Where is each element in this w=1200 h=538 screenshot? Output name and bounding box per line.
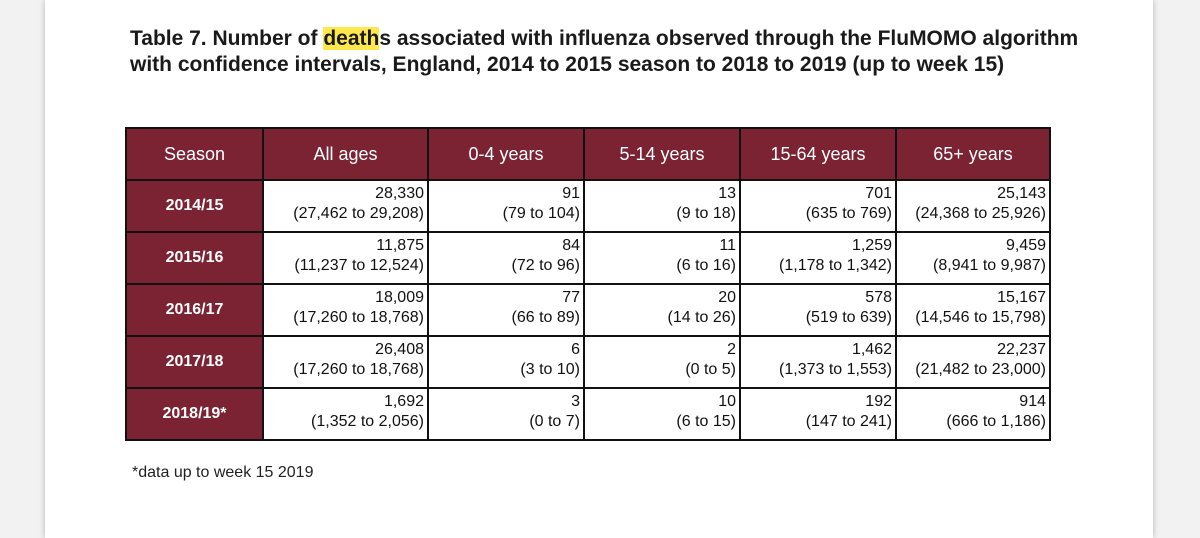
- table-cell: 701 (635 to 769): [739, 179, 897, 233]
- confidence-interval: (147 to 241): [805, 413, 892, 430]
- death-count: 1,259: [851, 237, 892, 254]
- table-row: 2017/18 26,408 (17,260 to 18,768) 6 (3 to 10…: [125, 335, 1051, 389]
- confidence-interval: (72 to 96): [511, 257, 580, 274]
- footnote: *data up to week 15 2019: [132, 464, 314, 481]
- death-count: 84: [562, 237, 580, 254]
- table-cell: 26,408 (17,260 to 18,768): [262, 335, 429, 389]
- death-count: 10: [718, 393, 736, 410]
- death-count: 20: [718, 289, 736, 306]
- table-cell: 13 (9 to 18): [583, 179, 741, 233]
- death-count: 701: [865, 185, 892, 202]
- table-cell: 3 (0 to 7): [427, 387, 585, 441]
- table-cell: 6 (3 to 10): [427, 335, 585, 389]
- season-label: 2018/19*: [125, 387, 264, 441]
- table-row: 2014/15 28,330 (27,462 to 29,208) 91 (79 to …: [125, 179, 1051, 233]
- deaths-table: Season All ages 0-4 years 5-14 years 15-…: [125, 127, 1051, 441]
- table-cell: 9,459 (8,941 to 9,987): [895, 231, 1051, 285]
- header-all-ages: All ages: [262, 127, 429, 181]
- confidence-interval: (14 to 26): [667, 309, 736, 326]
- death-count: 11: [719, 237, 736, 254]
- season-label: 2017/18: [125, 335, 264, 389]
- table-cell: 25,143 (24,368 to 25,926): [895, 179, 1051, 233]
- confidence-interval: (0 to 7): [529, 413, 580, 430]
- death-count: 3: [571, 393, 580, 410]
- confidence-interval: (519 to 639): [805, 309, 892, 326]
- header-15-64-years: 15-64 years: [739, 127, 897, 181]
- table-cell: 914 (666 to 1,186): [895, 387, 1051, 441]
- death-count: 11,875: [376, 237, 424, 254]
- confidence-interval: (24,368 to 25,926): [915, 205, 1046, 222]
- death-count: 192: [865, 393, 892, 410]
- confidence-interval: (14,546 to 15,798): [915, 309, 1046, 326]
- confidence-interval: (9 to 18): [676, 205, 736, 222]
- confidence-interval: (17,260 to 18,768): [293, 309, 424, 326]
- death-count: 1,692: [383, 393, 424, 410]
- death-count: 91: [562, 185, 580, 202]
- death-count: 1,462: [851, 341, 892, 358]
- confidence-interval: (8,941 to 9,987): [933, 257, 1046, 274]
- season-label: 2015/16: [125, 231, 264, 285]
- confidence-interval: (79 to 104): [502, 205, 580, 222]
- confidence-interval: (6 to 15): [676, 413, 736, 430]
- confidence-interval: (1,352 to 2,056): [311, 413, 424, 430]
- death-count: 15,167: [997, 289, 1046, 306]
- death-count: 18,009: [375, 289, 424, 306]
- confidence-interval: (27,462 to 29,208): [293, 205, 424, 222]
- table-cell: 11,875 (11,237 to 12,524): [262, 231, 429, 285]
- confidence-interval: (3 to 10): [520, 361, 580, 378]
- confidence-interval: (0 to 5): [685, 361, 736, 378]
- death-count: 9,459: [1005, 237, 1046, 254]
- season-label: 2014/15: [125, 179, 264, 233]
- death-count: 6: [571, 341, 580, 358]
- header-row: Season All ages 0-4 years 5-14 years 15-…: [125, 127, 1051, 181]
- confidence-interval: (6 to 16): [676, 257, 736, 274]
- table-cell: 20 (14 to 26): [583, 283, 741, 337]
- table-row: 2015/16 11,875 (11,237 to 12,524) 84 (72 to …: [125, 231, 1051, 285]
- confidence-interval: (21,482 to 23,000): [915, 361, 1046, 378]
- confidence-interval: (666 to 1,186): [946, 413, 1046, 430]
- header-season: Season: [125, 127, 264, 181]
- confidence-interval: (17,260 to 18,768): [293, 361, 424, 378]
- table-row: 2016/17 18,009 (17,260 to 18,768) 77 (66 to …: [125, 283, 1051, 337]
- table-cell: 192 (147 to 241): [739, 387, 897, 441]
- table-cell: 77 (66 to 89): [427, 283, 585, 337]
- table-cell: 2 (0 to 5): [583, 335, 741, 389]
- season-label: 2016/17: [125, 283, 264, 337]
- death-count: 26,408: [375, 341, 424, 358]
- table-cell: 11 (6 to 16): [583, 231, 741, 285]
- table-cell: 22,237 (21,482 to 23,000): [895, 335, 1051, 389]
- title-prefix: Table 7. Number of: [130, 27, 324, 50]
- title-highlight: death: [323, 27, 380, 50]
- table-cell: 1,692 (1,352 to 2,056): [262, 387, 429, 441]
- confidence-interval: (1,373 to 1,553): [779, 361, 892, 378]
- confidence-interval: (66 to 89): [511, 309, 580, 326]
- death-count: 13: [718, 185, 736, 202]
- death-count: 2: [727, 341, 736, 358]
- table-cell: 1,462 (1,373 to 1,553): [739, 335, 897, 389]
- death-count: 22,237: [997, 341, 1046, 358]
- header-5-14-years: 5-14 years: [583, 127, 741, 181]
- table-cell: 578 (519 to 639): [739, 283, 897, 337]
- death-count: 914: [1019, 393, 1046, 410]
- death-count: 25,143: [997, 185, 1046, 202]
- title-suffix: s associated with influenza observed thr…: [130, 27, 1079, 76]
- table-cell: 10 (6 to 15): [583, 387, 741, 441]
- table-cell: 15,167 (14,546 to 15,798): [895, 283, 1051, 337]
- document-page: Table 7. Number of deaths associated wit…: [45, 0, 1153, 538]
- confidence-interval: (11,237 to 12,524): [294, 257, 424, 274]
- death-count: 28,330: [375, 185, 424, 202]
- death-count: 77: [562, 289, 580, 306]
- confidence-interval: (635 to 769): [805, 205, 892, 222]
- header-0-4-years: 0-4 years: [427, 127, 585, 181]
- death-count: 578: [865, 289, 892, 306]
- table-cell: 1,259 (1,178 to 1,342): [739, 231, 897, 285]
- table-cell: 84 (72 to 96): [427, 231, 585, 285]
- table-row: 2018/19* 1,692 (1,352 to 2,056) 3 (0 to 7) 10…: [125, 387, 1051, 441]
- table-cell: 91 (79 to 104): [427, 179, 585, 233]
- table-cell: 28,330 (27,462 to 29,208): [262, 179, 429, 233]
- confidence-interval: (1,178 to 1,342): [779, 257, 892, 274]
- header-65-plus-years: 65+ years: [895, 127, 1051, 181]
- table-title: Table 7. Number of deaths associated wit…: [130, 26, 1090, 78]
- table-cell: 18,009 (17,260 to 18,768): [262, 283, 429, 337]
